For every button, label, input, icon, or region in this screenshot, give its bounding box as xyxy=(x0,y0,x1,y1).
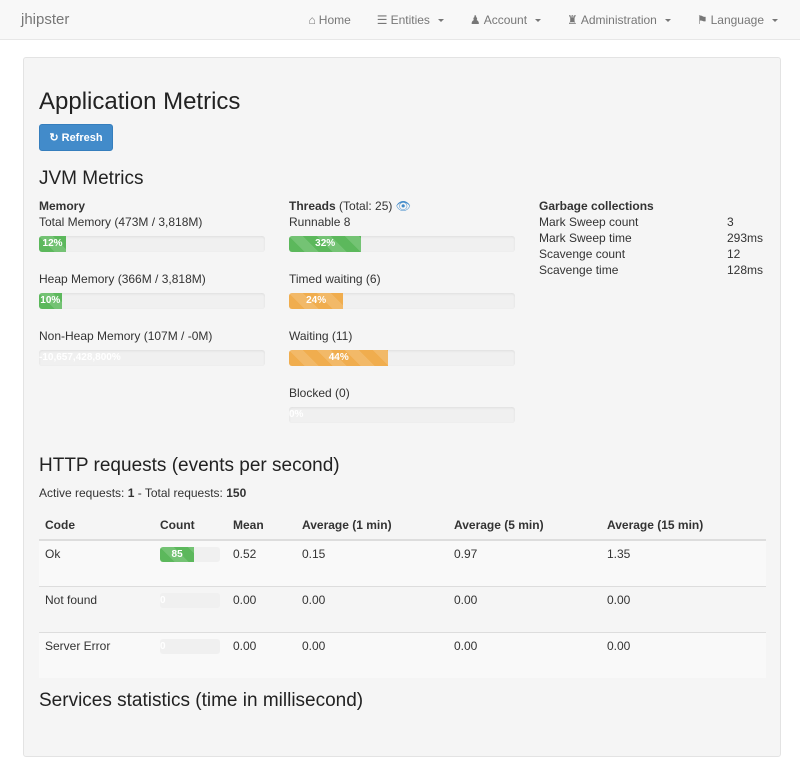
user-icon: ♟ xyxy=(469,13,481,27)
table-row: Server Error 0 0.00 0.00 0.00 0.00 xyxy=(39,631,766,678)
progress-bar: 0% xyxy=(289,407,515,423)
nav-administration[interactable]: ♜ Administration xyxy=(567,13,671,27)
count-fill: 85 xyxy=(160,547,195,562)
nav-menu: ⌂ Home ☰ Entities ♟ Account ♜ Administration ⚑ La… xyxy=(283,0,778,40)
metric-label: Blocked (0) xyxy=(289,386,350,400)
count-bar: 0 xyxy=(160,592,220,608)
count-bar: 0 xyxy=(160,638,220,654)
progress-fill: 24% xyxy=(289,293,344,309)
column-header: Average (15 min) xyxy=(601,510,766,541)
brand-link[interactable]: jhipster xyxy=(21,11,70,28)
gc-row: Scavenge count 12 xyxy=(539,247,741,261)
column-header: Count xyxy=(154,510,227,541)
request-summary: Active requests: 1 - Total requests: 150 xyxy=(39,486,247,500)
metric-label: Runnable 8 xyxy=(289,215,351,229)
nav-account[interactable]: ♟ Account xyxy=(469,13,542,27)
home-icon: ⌂ xyxy=(308,13,316,27)
navbar: jhipster ⌂ Home ☰ Entities ♟ Account ♜ Administ… xyxy=(0,0,800,40)
caret-down-icon xyxy=(535,18,542,22)
memory-title: Memory xyxy=(39,199,86,213)
nav-language[interactable]: ⚑ Language xyxy=(697,13,778,27)
gc-section: Garbage collections Mark Sweep count 3 Mar… xyxy=(539,198,765,278)
column-header: Average (5 min) xyxy=(448,510,601,541)
threads-total: (Total: 25) xyxy=(339,199,393,213)
table-row: Ok 85 0.52 0.15 0.97 1.35 xyxy=(39,539,766,586)
http-title: HTTP requests (events per second) xyxy=(39,455,340,476)
list-icon: ☰ xyxy=(376,13,388,27)
gc-row: Mark Sweep count 3 xyxy=(539,215,734,229)
refresh-icon: ↻ xyxy=(49,132,59,144)
metrics-panel: Application Metrics ↻ Refresh JVM Metric… xyxy=(23,57,781,757)
metric-label: Timed waiting (6) xyxy=(289,272,381,286)
threads-section: Threads (Total: 25) 👁 Runnable 8 32% Timed… xyxy=(289,198,515,442)
table-row: Not found 0 0.00 0.00 0.00 0.00 xyxy=(39,585,766,632)
gc-row: Scavenge time 128ms xyxy=(539,263,764,277)
gc-row: Mark Sweep time 293ms xyxy=(539,231,764,245)
progress-fill: 10% xyxy=(39,293,62,309)
total-requests: 150 xyxy=(226,486,247,500)
page-title: Application Metrics xyxy=(39,88,241,115)
eye-icon[interactable]: 👁 xyxy=(395,199,411,213)
active-requests: 1 xyxy=(127,486,135,500)
column-header: Average (1 min) xyxy=(296,510,448,541)
caret-down-icon xyxy=(437,18,444,22)
memory-section: Memory Total Memory (473M / 3,818M) 12% He… xyxy=(39,198,265,385)
metric-label: Non-Heap Memory (107M / -0M) xyxy=(39,329,213,343)
progress-fill: 44% xyxy=(289,350,389,366)
caret-down-icon xyxy=(664,18,671,22)
metric-label: Total Memory (473M / 3,818M) xyxy=(39,215,203,229)
column-header: Code xyxy=(39,510,154,541)
nav-home[interactable]: ⌂ Home xyxy=(308,13,351,27)
progress-bar: 44% xyxy=(289,350,515,366)
column-header: Mean xyxy=(227,510,296,541)
gc-title: Garbage collections xyxy=(539,199,654,213)
threads-title: Threads xyxy=(289,199,336,213)
count-bar: 85 xyxy=(160,547,220,562)
progress-fill: 32% xyxy=(289,236,362,252)
tower-icon: ♜ xyxy=(567,13,578,27)
nav-entities[interactable]: ☰ Entities xyxy=(377,13,444,27)
progress-fill: 12% xyxy=(39,236,67,252)
caret-down-icon xyxy=(772,18,778,22)
progress-bar: -10,657,428,800% xyxy=(39,350,265,366)
services-title: Services statistics (time in millisecond… xyxy=(39,690,364,711)
refresh-button[interactable]: ↻ Refresh xyxy=(39,124,113,151)
progress-bar: 24% xyxy=(289,293,515,309)
metric-label: Waiting (11) xyxy=(289,329,353,343)
progress-bar: 12% xyxy=(39,236,265,252)
metric-label: Heap Memory (366M / 3,818M) xyxy=(39,272,206,286)
progress-bar: 10% xyxy=(39,293,265,309)
progress-bar: 32% xyxy=(289,236,515,252)
jvm-metrics-title: JVM Metrics xyxy=(39,168,144,189)
flag-icon: ⚑ xyxy=(696,13,708,27)
http-table: Code Count Mean Average (1 min) Average (5 m… xyxy=(39,510,766,678)
